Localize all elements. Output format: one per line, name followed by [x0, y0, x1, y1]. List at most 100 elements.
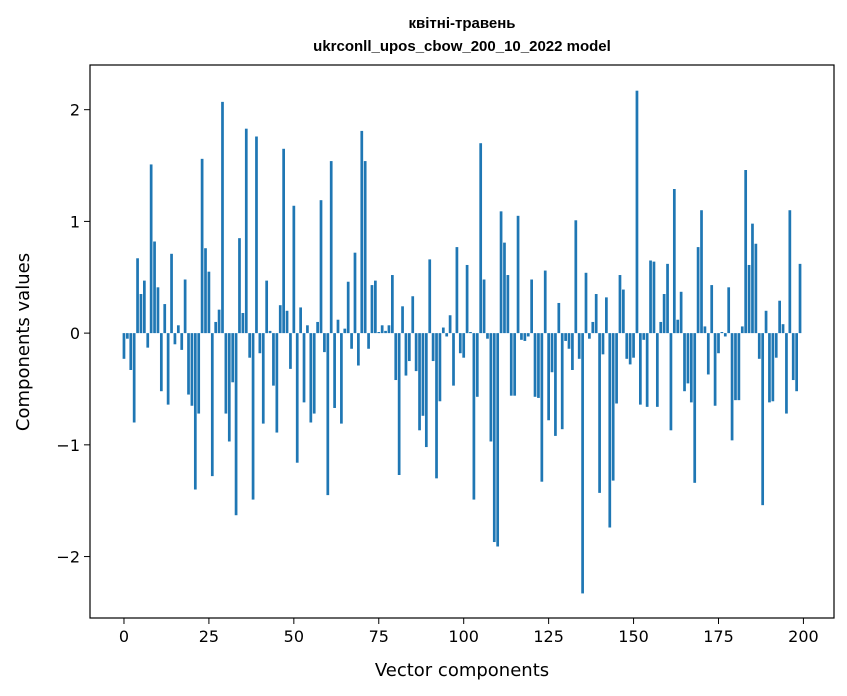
bar-91 [431, 333, 435, 362]
bar-9 [153, 241, 156, 334]
bar-143 [608, 333, 612, 528]
bar-48 [285, 310, 289, 334]
bar-188 [761, 333, 765, 506]
bar-110 [496, 333, 500, 547]
bar-7 [146, 333, 150, 348]
bar-30 [224, 333, 228, 414]
bar-130 [564, 333, 567, 341]
bar-162 [672, 189, 676, 334]
y-axis-label: Components values [13, 253, 34, 431]
bar-178 [727, 287, 731, 334]
bar-83 [404, 333, 408, 376]
bar-104 [475, 333, 479, 397]
y-tick-label: −1 [56, 436, 80, 455]
bar-73 [370, 285, 374, 334]
x-axis-ticks: 0 25 50 75 100 125 150 175 200 [119, 618, 819, 646]
bar-153 [642, 333, 646, 340]
bar-12 [163, 304, 167, 334]
bar-85 [411, 296, 415, 334]
bar-78 [387, 325, 391, 334]
bar-53 [302, 333, 306, 403]
bar-92 [435, 333, 438, 479]
bar-171 [703, 326, 707, 334]
bar-32 [231, 333, 235, 383]
bar-66 [346, 281, 350, 334]
bar-133 [574, 220, 578, 334]
bar-52 [299, 307, 302, 334]
bar-63 [336, 319, 340, 334]
bar-40 [258, 333, 262, 354]
bar-113 [506, 275, 510, 334]
bar-182 [740, 326, 744, 334]
bar-154 [645, 333, 649, 407]
bar-49 [289, 333, 292, 369]
x-tick-label: 25 [199, 627, 219, 646]
bar-79 [391, 275, 394, 334]
bar-164 [679, 291, 683, 334]
bar-129 [560, 333, 564, 430]
bar-57 [316, 321, 319, 334]
bar-34 [238, 238, 241, 334]
bar-170 [700, 210, 703, 334]
bar-197 [791, 333, 795, 381]
bar-71 [363, 161, 367, 334]
bar-169 [696, 247, 700, 334]
bar-36 [244, 128, 248, 334]
bar-31 [227, 333, 231, 442]
bar-70 [360, 130, 364, 334]
bar-35 [241, 313, 245, 334]
chart-title: квітні-травень [409, 15, 516, 32]
y-tick-label: 0 [70, 324, 80, 343]
bar-90 [428, 259, 432, 334]
bar-2 [129, 333, 133, 370]
x-tick-label: 75 [369, 627, 389, 646]
bar-19 [187, 333, 190, 395]
bar-187 [757, 333, 761, 359]
bar-61 [329, 161, 333, 334]
bar-44 [272, 333, 275, 386]
bar-10 [156, 287, 160, 334]
bar-145 [615, 333, 618, 404]
bar-117 [520, 333, 523, 340]
x-tick-label: 50 [284, 627, 304, 646]
x-tick-label: 150 [618, 627, 649, 646]
bar-65 [343, 328, 347, 334]
bar-198 [795, 333, 798, 392]
bar-101 [465, 264, 469, 334]
bar-39 [255, 136, 258, 334]
x-tick-label: 200 [788, 627, 819, 646]
bar-74 [374, 280, 377, 334]
x-tick-label: 175 [703, 627, 734, 646]
bar-80 [394, 333, 398, 381]
bar-128 [557, 302, 561, 334]
plot-frame [89, 64, 835, 619]
bar-68 [353, 252, 357, 334]
bar-95 [445, 333, 449, 337]
bar-23 [200, 158, 204, 334]
bar-102 [469, 332, 472, 334]
x-tick-label: 100 [448, 627, 479, 646]
bar-127 [554, 333, 557, 436]
bar-180 [734, 333, 737, 401]
bar-122 [537, 333, 540, 398]
bar-75 [377, 332, 381, 334]
bar-199 [798, 263, 802, 334]
bar-81 [397, 333, 401, 475]
bar-177 [723, 333, 727, 337]
bar-136 [584, 272, 588, 334]
bar-191 [771, 333, 775, 402]
bar-193 [778, 300, 781, 334]
bar-151 [635, 90, 639, 334]
bar-140 [598, 333, 601, 493]
bar-46 [278, 305, 282, 334]
bar-21 [193, 333, 197, 490]
bar-174 [713, 333, 717, 406]
bar-181 [737, 333, 741, 401]
bar-115 [513, 333, 517, 396]
bar-41 [261, 333, 265, 424]
bar-107 [486, 333, 489, 339]
bar-28 [217, 309, 221, 334]
bar-5 [139, 294, 143, 334]
bar-116 [516, 215, 520, 334]
bar-135 [581, 333, 584, 594]
